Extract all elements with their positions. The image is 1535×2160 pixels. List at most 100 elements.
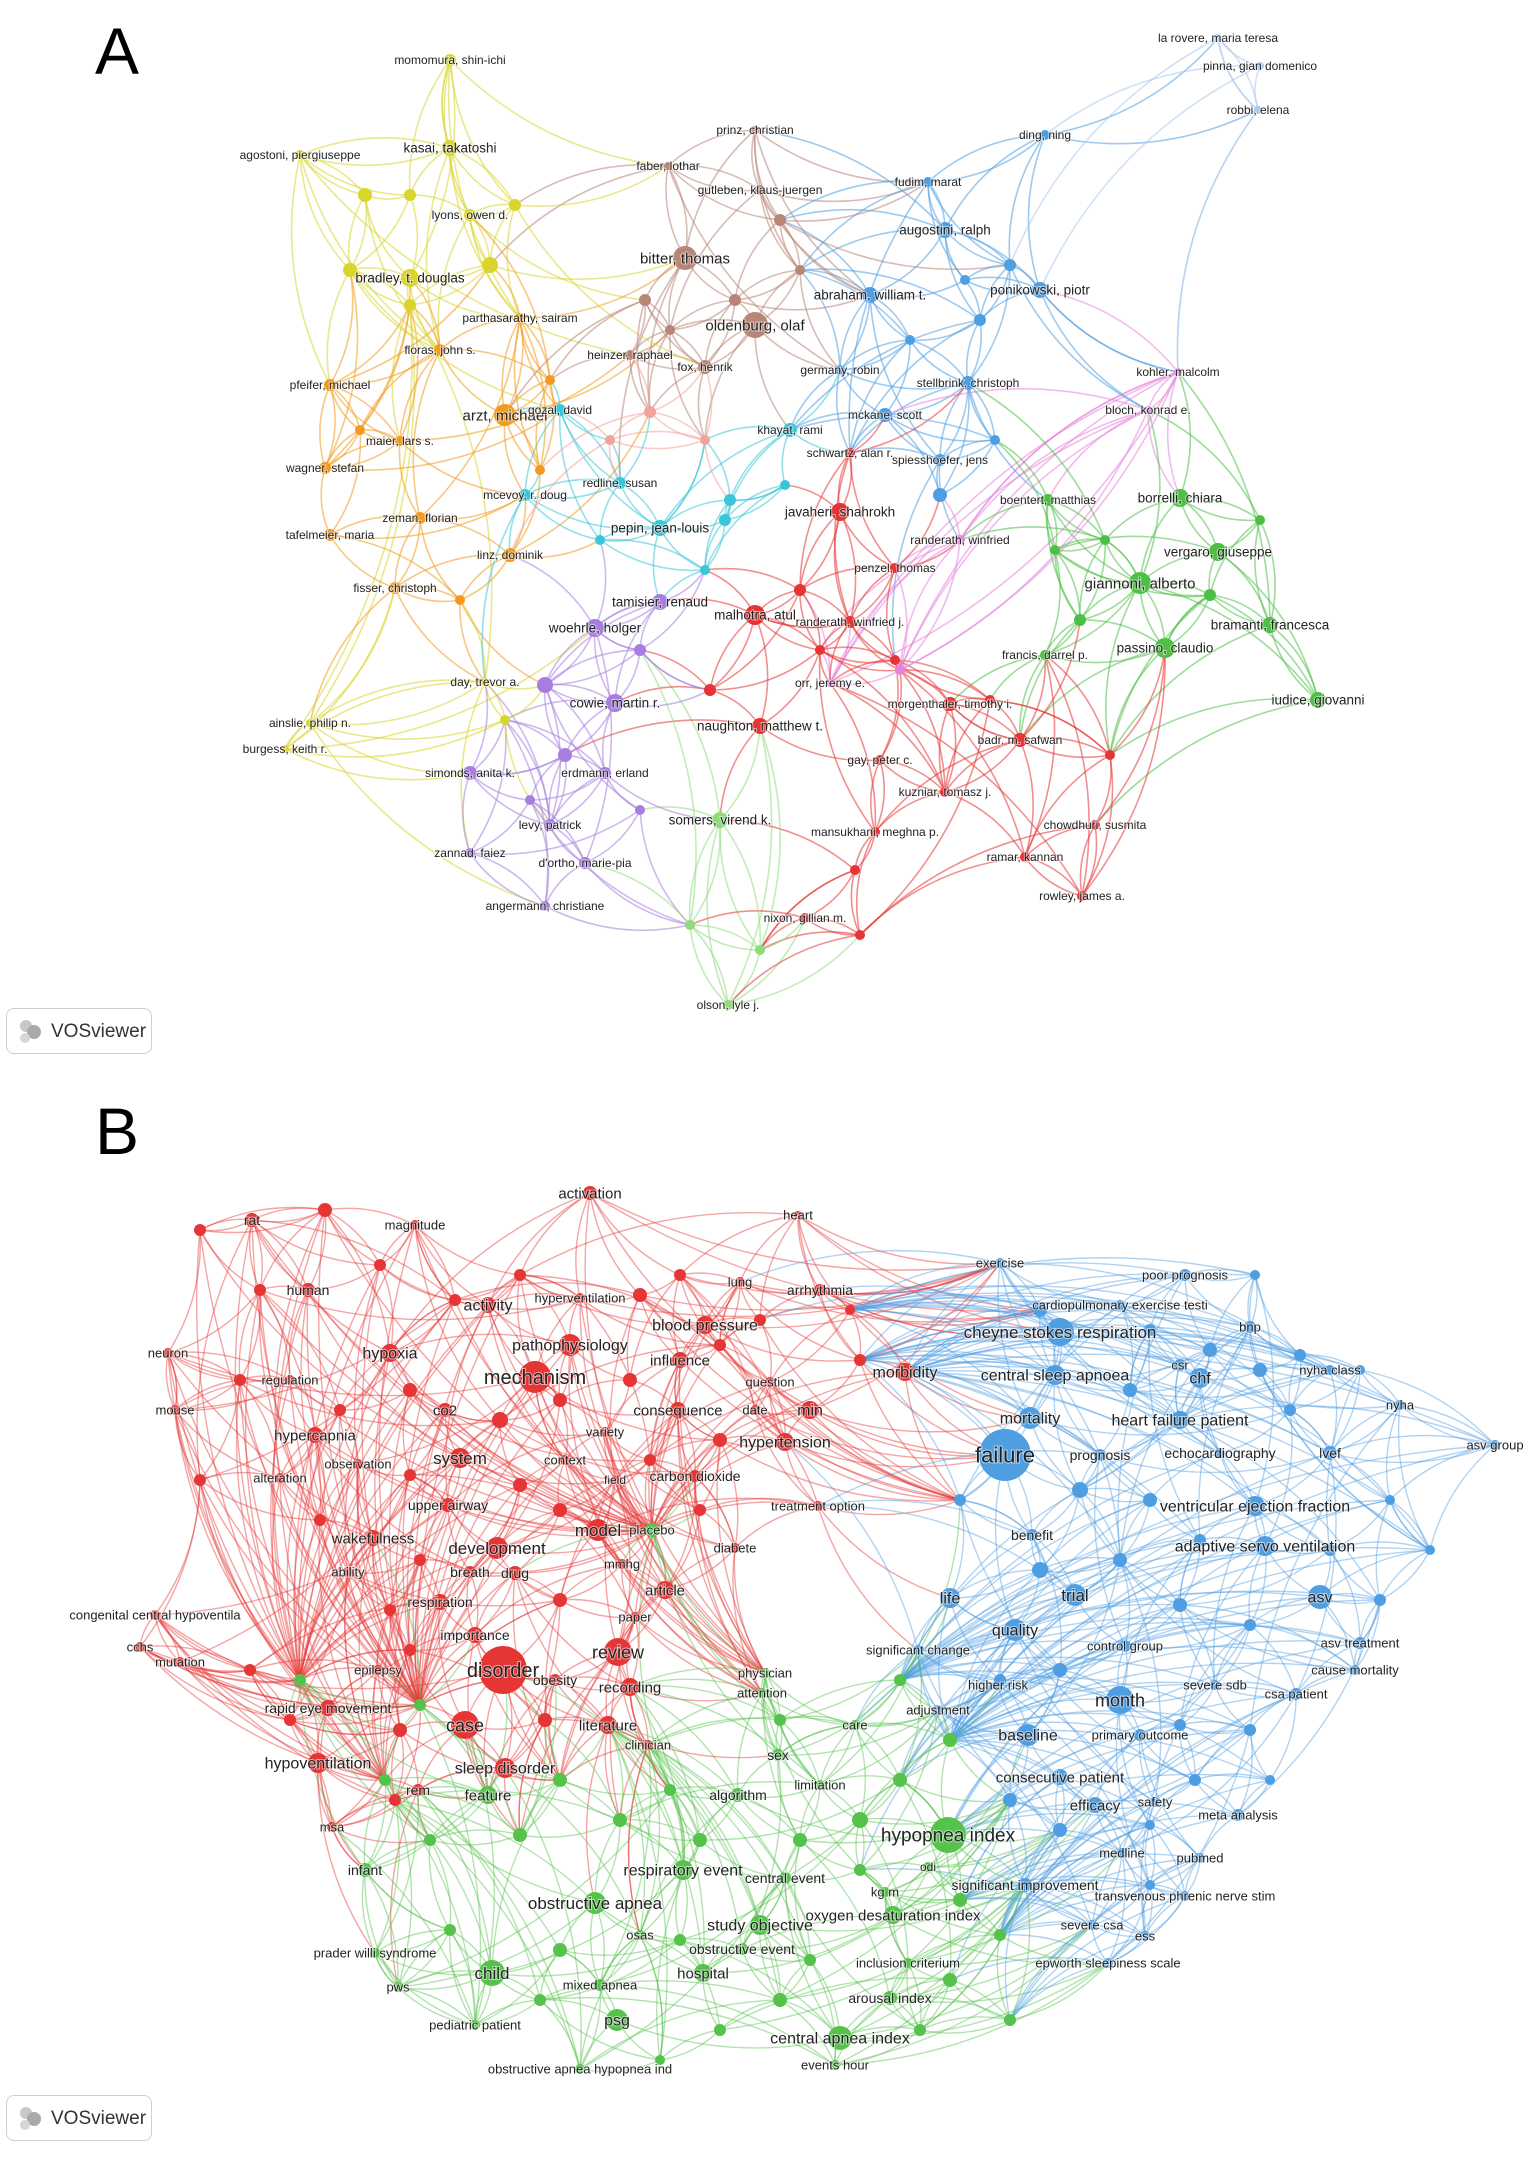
- network-node[interactable]: [1203, 1343, 1217, 1357]
- node-respiratory-event[interactable]: [673, 1860, 693, 1880]
- node-mansukhani-meghna-p[interactable]: [870, 827, 880, 837]
- network-node[interactable]: [895, 665, 905, 675]
- node-min[interactable]: [801, 1401, 819, 1419]
- node-physician[interactable]: [760, 1668, 770, 1678]
- node-significant-change[interactable]: [913, 1645, 923, 1655]
- network-node[interactable]: [553, 1593, 567, 1607]
- network-node[interactable]: [1145, 1880, 1155, 1890]
- network-node[interactable]: [1385, 1495, 1395, 1505]
- node-khayat-rami[interactable]: [783, 423, 797, 437]
- node-floras-john-s[interactable]: [434, 344, 446, 356]
- node-wakefulness[interactable]: [365, 1530, 381, 1546]
- network-node[interactable]: [794, 584, 806, 596]
- node-pfeifer-michael[interactable]: [324, 379, 336, 391]
- node-chf[interactable]: [1190, 1368, 1210, 1388]
- node-recording[interactable]: [621, 1678, 639, 1696]
- network-node[interactable]: [553, 1943, 567, 1957]
- network-node[interactable]: [538, 1713, 552, 1727]
- node-attention[interactable]: [757, 1688, 767, 1698]
- node-adjustment[interactable]: [933, 1705, 943, 1715]
- node-tamisier-renaud[interactable]: [652, 594, 668, 610]
- node-csr[interactable]: [1174, 1359, 1186, 1371]
- node-momomura-shin-ichi[interactable]: [444, 54, 456, 66]
- node-pubmed[interactable]: [1195, 1853, 1205, 1863]
- node-severe-csa[interactable]: [1087, 1920, 1097, 1930]
- node-simonds-anita-k[interactable]: [463, 766, 477, 780]
- network-node[interactable]: [974, 314, 986, 326]
- node-cardiopulmonary-exercise-testi[interactable]: [1115, 1300, 1125, 1310]
- network-node[interactable]: [644, 1454, 656, 1466]
- network-node[interactable]: [674, 1269, 686, 1281]
- node-clinician[interactable]: [643, 1740, 653, 1750]
- network-node[interactable]: [635, 805, 645, 815]
- network-node[interactable]: [1100, 535, 1110, 545]
- node-ability[interactable]: [343, 1567, 353, 1577]
- node-arzt-michael[interactable]: [494, 404, 516, 426]
- node-treatment-option[interactable]: [813, 1501, 823, 1511]
- node-disorder[interactable]: [479, 1646, 527, 1694]
- node-morgenthaler-timothy-i[interactable]: [943, 697, 957, 711]
- node-central-sleep-apnoea[interactable]: [1045, 1365, 1065, 1385]
- node-mouse[interactable]: [170, 1405, 180, 1415]
- network-node[interactable]: [595, 535, 605, 545]
- network-node[interactable]: [1032, 1562, 1048, 1578]
- node-mcevoy-r-doug[interactable]: [519, 489, 531, 501]
- network-node[interactable]: [773, 1993, 787, 2007]
- node-obstructive-apnea[interactable]: [584, 1892, 606, 1914]
- network-node[interactable]: [780, 480, 790, 490]
- network-node[interactable]: [914, 2024, 926, 2036]
- node-augostini-ralph[interactable]: [937, 222, 953, 238]
- node-limitation[interactable]: [815, 1780, 825, 1790]
- node-cchs[interactable]: [135, 1642, 145, 1652]
- node-cause-mortality[interactable]: [1350, 1665, 1360, 1675]
- node-human[interactable]: [301, 1283, 315, 1297]
- network-node[interactable]: [482, 257, 498, 273]
- node-arrhythmia[interactable]: [814, 1284, 826, 1296]
- network-node[interactable]: [1004, 2014, 1016, 2026]
- node-agostoni-piergiuseppe[interactable]: [295, 150, 305, 160]
- node-review[interactable]: [604, 1638, 632, 1666]
- network-node[interactable]: [694, 1504, 706, 1516]
- node-bramanti-francesca[interactable]: [1262, 617, 1278, 633]
- network-node[interactable]: [893, 1773, 907, 1787]
- node-exercise[interactable]: [995, 1258, 1005, 1268]
- network-node[interactable]: [943, 1733, 957, 1747]
- network-node[interactable]: [960, 275, 970, 285]
- node-rem[interactable]: [412, 1784, 424, 1796]
- network-node[interactable]: [318, 1203, 332, 1217]
- network-node[interactable]: [855, 930, 865, 940]
- node-transvenous-phrenic-nerve-stim[interactable]: [1180, 1891, 1190, 1901]
- node-arousal-index[interactable]: [883, 1991, 897, 2005]
- node-breath[interactable]: [464, 1566, 476, 1578]
- network-node[interactable]: [815, 645, 825, 655]
- node-malhotra-atul[interactable]: [745, 605, 765, 625]
- node-lung[interactable]: [735, 1277, 745, 1287]
- network-node[interactable]: [729, 294, 741, 306]
- node-development[interactable]: [486, 1537, 508, 1559]
- node-events-hour[interactable]: [830, 2060, 840, 2070]
- node-olson-lyle-j[interactable]: [723, 1000, 733, 1010]
- network-node[interactable]: [639, 294, 651, 306]
- network-node[interactable]: [244, 1664, 256, 1676]
- network-node[interactable]: [994, 1674, 1006, 1686]
- node-sex[interactable]: [772, 1749, 784, 1761]
- network-node[interactable]: [1004, 259, 1016, 271]
- node-bloch-konrad-e[interactable]: [1144, 406, 1152, 414]
- node-maier-lars-s[interactable]: [395, 436, 405, 446]
- network-node[interactable]: [755, 945, 765, 955]
- node-central-apnea-index[interactable]: [828, 2026, 852, 2050]
- network-node[interactable]: [1053, 1823, 1067, 1837]
- node-influence[interactable]: [672, 1352, 688, 1368]
- network-node[interactable]: [623, 1373, 637, 1387]
- network-node[interactable]: [665, 325, 675, 335]
- network-node[interactable]: [500, 715, 510, 725]
- network-node[interactable]: [558, 748, 572, 762]
- node-activation[interactable]: [583, 1186, 597, 1200]
- network-node[interactable]: [985, 695, 995, 705]
- node-borrelli-chiara[interactable]: [1171, 489, 1189, 507]
- node-rapid-eye-movement[interactable]: [320, 1700, 336, 1716]
- node-algorithm[interactable]: [731, 1788, 745, 1802]
- network-node[interactable]: [1144, 1324, 1156, 1336]
- node-study-objective[interactable]: [750, 1915, 770, 1935]
- node-respiration[interactable]: [432, 1594, 448, 1610]
